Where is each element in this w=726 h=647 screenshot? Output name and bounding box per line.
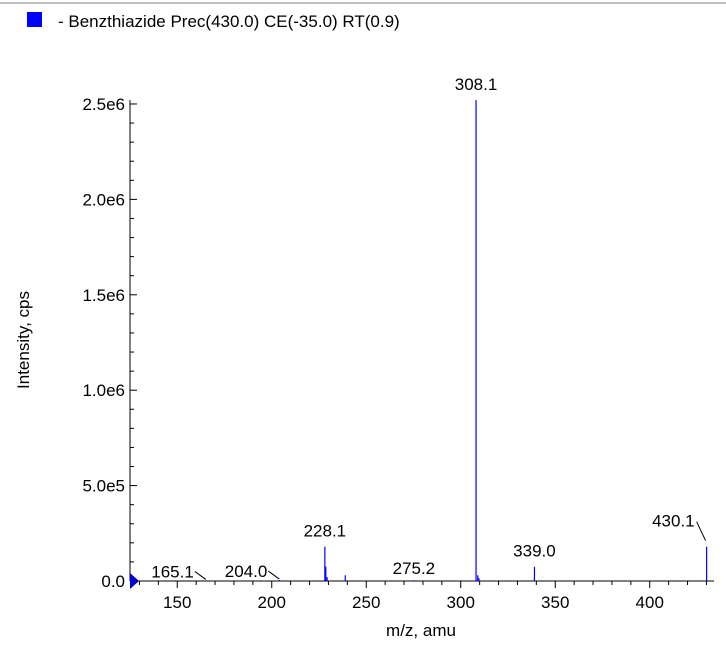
x-tick-label: 400: [636, 593, 664, 612]
x-tick-label: 150: [163, 593, 191, 612]
peak-label-leader: [268, 570, 280, 580]
y-tick-label: 2.0e6: [82, 190, 125, 209]
peak-label: 339.0: [513, 542, 556, 561]
y-tick-label: 5.0e5: [82, 477, 125, 496]
axes: [129, 99, 714, 582]
peak-label: 308.1: [455, 75, 498, 94]
y-tick-label: 1.0e6: [82, 381, 125, 400]
peak-labels: 165.1 204.0 228.1 275.2 308.1 339.0 430.1: [151, 75, 707, 581]
y-tick-label: 0.0: [101, 572, 125, 591]
y-ticks: 0.0 5.0e5 1.0e6 1.5e6 2.0e6 2.5e6: [82, 95, 137, 591]
legend-swatch: [27, 12, 42, 27]
y-axis-title: Intensity, cps: [14, 291, 33, 389]
y-tick-label: 2.5e6: [82, 95, 125, 114]
legend-label: - Benzthiazide Prec(430.0) CE(-35.0) RT(…: [58, 12, 400, 31]
x-tick-label: 250: [352, 593, 380, 612]
y-tick-label: 1.5e6: [82, 286, 125, 305]
x-ticks: 150 200 250 300 350 400: [138, 581, 707, 612]
peaks: [205, 100, 708, 581]
x-tick-label: 350: [541, 593, 569, 612]
peak-label: 165.1: [151, 562, 194, 581]
peak-label: 430.1: [652, 512, 695, 531]
peak-label: 275.2: [393, 559, 436, 578]
peak-label-leader: [696, 521, 707, 541]
x-tick-label: 300: [447, 593, 475, 612]
x-tick-label: 200: [258, 593, 286, 612]
peak-label: 204.0: [225, 562, 268, 581]
peak-label-leader: [194, 571, 207, 580]
x-axis-title: m/z, amu: [386, 621, 456, 640]
origin-marker: [130, 573, 139, 589]
peak-label: 228.1: [304, 522, 347, 541]
